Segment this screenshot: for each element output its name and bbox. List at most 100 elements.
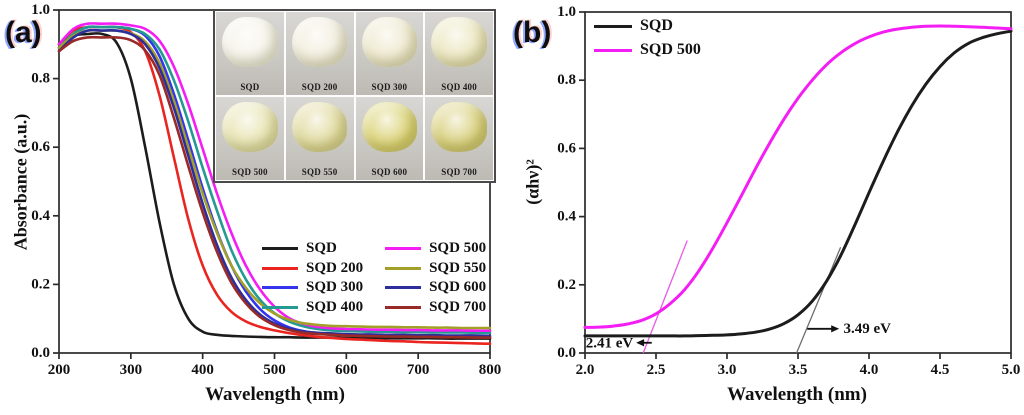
legend-label: SQD 550 [429, 259, 487, 276]
legend-item-sqd-500: SQD 500 [385, 239, 486, 259]
powder-pile [431, 16, 487, 67]
plot-frame [584, 11, 1012, 354]
x-tick-label: 400 [191, 362, 214, 378]
powder-photo-sqd-700: SQD 700 [425, 97, 493, 180]
powder-photos-inset: SQD SQD 200 SQD 300 SQD 400 SQD 500 SQD 550 SQ… [213, 9, 496, 183]
y-tick-label: 1.0 [557, 4, 576, 20]
legend-line-swatch [385, 305, 422, 309]
legend-line-swatch [594, 48, 632, 52]
powder-pile [431, 101, 487, 152]
legend-item-sqd-600: SQD 600 [385, 278, 486, 298]
panel-b-y-axis-title: (αhν)² [522, 159, 543, 205]
powder-photo-sqd-600: SQD 600 [355, 97, 424, 180]
panel-a-x-axis-title: Wavelength (nm) [205, 384, 345, 405]
powder-pile [361, 101, 418, 152]
legend-line-swatch [385, 266, 422, 270]
y-tick-label: 0.2 [557, 277, 576, 293]
legend-item-sqd: SQD [594, 17, 701, 35]
x-tick-label: 500 [263, 362, 286, 378]
x-tick-label: 2.5 [647, 362, 666, 378]
y-tick-label: 0.4 [557, 209, 576, 225]
panel-b-label: (b) [513, 16, 552, 49]
x-tick-label: 700 [407, 362, 430, 378]
series-sqd-500 [583, 24, 1013, 329]
y-tick-label: 0.2 [31, 276, 50, 292]
x-tick-label: 600 [335, 362, 358, 378]
y-tick-label: 0.6 [31, 139, 50, 155]
y-tick-label: 0.6 [557, 140, 576, 156]
legend-line-swatch [594, 24, 632, 28]
legend-label: SQD 300 [306, 279, 364, 296]
series-sqd-700 [57, 35, 492, 339]
powder-photo-sqd-400: SQD 400 [425, 12, 493, 95]
y-tick-label: 0.8 [557, 72, 576, 88]
legend-line-swatch [262, 305, 298, 309]
x-tick-label: 300 [120, 362, 143, 378]
legend-item-sqd-500: SQD 500 [594, 41, 701, 59]
powder-photo-sqd-550: SQD 550 [285, 97, 354, 180]
powder-pile [222, 16, 278, 67]
legend-item-sqd-700: SQD 700 [385, 298, 486, 318]
y-tick-label: 0.8 [31, 71, 50, 87]
x-tick-label: 3.0 [718, 362, 737, 378]
powder-photo-label: SQD [240, 82, 260, 92]
powder-photo-label: SQD 700 [441, 167, 477, 177]
panel-b-legend: SQD SQD 500 [594, 17, 701, 59]
tangent-line [642, 240, 688, 354]
legend-item-sqd-550: SQD 550 [385, 259, 486, 279]
annotation-arrowhead [831, 325, 840, 333]
powder-photo-label: SQD 300 [371, 82, 408, 92]
powder-photo-label: SQD 500 [232, 167, 268, 177]
y-tick-label: 0.0 [557, 345, 576, 361]
powder-photo-label: SQD 550 [301, 167, 338, 177]
legend-line-swatch [262, 266, 298, 270]
legend-label: SQD 600 [429, 279, 487, 296]
powder-pile [361, 16, 418, 67]
legend-item-sqd-400: SQD 400 [262, 298, 363, 318]
powder-photo-label: SQD 200 [301, 82, 338, 92]
legend-line-swatch [262, 247, 298, 251]
absorbance-spectra-chart: 200 300 400 500 600 700 800 0.0 0.2 0.4 0.6 0.8 1.0 [31, 2, 502, 378]
annotation-arrowhead [636, 339, 645, 347]
legend-line-swatch [385, 286, 422, 290]
panel-a-label: (a) [5, 16, 42, 49]
legend-line-swatch [262, 286, 298, 290]
panel-a-legend: SQD SQD 200 SQD 300 SQD 400 SQD 500 SQD 550 SQ… [262, 239, 486, 317]
y-tick-label: 0.0 [31, 345, 50, 361]
legend-label: SQD 700 [429, 298, 487, 315]
legend-label: SQD 500 [429, 240, 487, 257]
tauc-plot-chart: 2.0 2.5 3.0 3.5 4.0 4.5 5.0 0.0 0.2 0.4 0.6 0.8 1.0 2… [557, 4, 1021, 378]
series-sqd-600 [57, 28, 492, 338]
powder-photo-label: SQD 400 [441, 82, 477, 92]
legend-label: SQD 400 [306, 298, 364, 315]
series-sqd [583, 29, 1013, 338]
x-tick-label: 4.0 [860, 362, 879, 378]
legend-label: SQD [640, 17, 673, 34]
legend-label: SQD [306, 240, 337, 257]
panel-b-x-axis-title: Wavelength (nm) [727, 384, 867, 405]
annotation-text: 2.41 eV [586, 335, 634, 351]
x-tick-label: 800 [479, 362, 502, 378]
legend-item-sqd-200: SQD 200 [262, 259, 363, 279]
y-tick-label: 1.0 [31, 2, 50, 18]
x-tick-label: 3.5 [789, 362, 808, 378]
legend-item-sqd: SQD [262, 239, 363, 259]
series-sqd [57, 32, 492, 340]
x-tick-label: 5.0 [1002, 362, 1021, 378]
legend-item-sqd-300: SQD 300 [262, 278, 363, 298]
annotation-text: 3.49 eV [843, 321, 891, 337]
x-tick-label: 200 [48, 362, 71, 378]
powder-pile [291, 101, 348, 152]
tangent-line [795, 247, 842, 354]
legend-label: SQD 500 [640, 41, 701, 58]
legend-label: SQD 200 [306, 259, 364, 276]
powder-photo-sqd: SQD [216, 12, 284, 95]
powder-photo-sqd-200: SQD 200 [285, 12, 354, 95]
x-tick-label: 2.0 [576, 362, 595, 378]
x-tick-label: 4.5 [931, 362, 950, 378]
legend-line-swatch [385, 247, 422, 251]
powder-photo-label: SQD 600 [371, 167, 408, 177]
powder-photo-sqd-300: SQD 300 [355, 12, 424, 95]
powder-photo-sqd-500: SQD 500 [216, 97, 284, 180]
